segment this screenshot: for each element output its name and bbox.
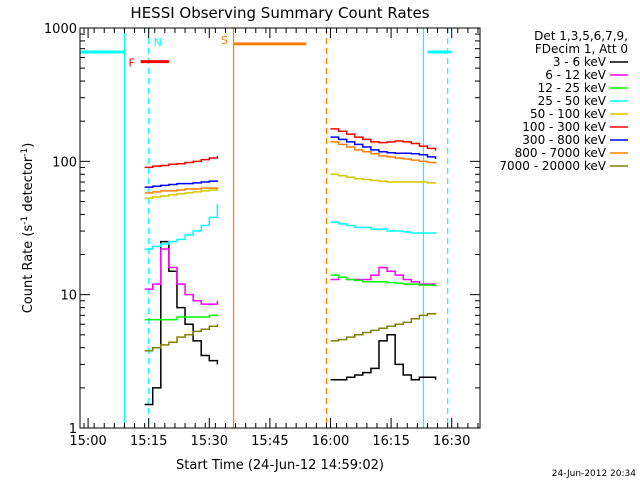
legend-entry-label: 50 - 100 keV [530, 107, 607, 121]
series-line [144, 314, 218, 321]
y-axis-label-exponent: -1 [20, 216, 30, 225]
x-tick-label: 16:30 [433, 434, 470, 449]
series-line [144, 248, 219, 305]
y-axis-label-part: detector [21, 156, 36, 216]
y-tick-label: 1000 [44, 22, 77, 37]
series-line [330, 173, 437, 184]
series-line [330, 312, 437, 342]
y-axis-label-part: Count Rate (s [21, 225, 36, 314]
x-tick-label: 15:00 [69, 434, 106, 449]
legend-entry-label: 300 - 800 keV [522, 133, 606, 147]
x-axis-ticks: 15:00 15:15 15:30 15:45 16:00 16:15 16:30 [69, 28, 479, 449]
series-line [144, 155, 219, 169]
series-line [330, 141, 437, 164]
series-line [330, 136, 437, 160]
series-line [144, 188, 219, 199]
footer-timestamp: 24-Jun-2012 20:34 [552, 469, 636, 479]
series-line [144, 187, 219, 194]
x-tick-label: 16:15 [372, 434, 409, 449]
series-line [330, 221, 437, 235]
x-tick-label: 15:45 [251, 434, 288, 449]
x-axis-label: Start Time (24-Jun-12 14:59:02) [176, 458, 384, 473]
x-tick-label: 15:30 [191, 434, 228, 449]
legend: Det 1,3,5,6,7,9,FDecim 1, Att 03 - 6 keV… [499, 29, 628, 173]
legend-header: Det 1,3,5,6,7,9, [534, 29, 628, 43]
flag-label: S [221, 34, 228, 47]
y-axis-label-exponent: -1 [20, 148, 30, 157]
series-line [330, 128, 437, 151]
y-axis-ticks: 1 10 100 1000 [44, 22, 480, 437]
y-tick-label: 100 [52, 155, 77, 170]
flag-label: N [154, 36, 162, 49]
legend-entry-label: 12 - 25 keV [538, 81, 607, 95]
y-tick-label: 1 [69, 422, 77, 437]
vertical-marker-lines [123, 28, 449, 428]
legend-header: FDecim 1, Att 0 [535, 42, 628, 56]
observing-flags: N F S [80, 34, 452, 70]
series-line [330, 334, 437, 381]
plot-frame [79, 27, 481, 429]
legend-entry-label: 100 - 300 keV [522, 120, 606, 134]
legend-entry-label: 6 - 12 keV [545, 68, 607, 82]
chart-title: HESSI Observing Summary Count Rates [130, 4, 429, 22]
flag-label: F [128, 57, 134, 70]
series-lines [144, 128, 437, 406]
legend-entry-label: 25 - 50 keV [538, 94, 607, 108]
series-line [144, 203, 219, 250]
legend-entry-label: 800 - 7000 keV [515, 146, 607, 160]
y-axis-label-part: ) [21, 143, 36, 148]
series-line [144, 324, 219, 352]
y-axis-label: Count Rate (s-1 detector-1) [20, 143, 36, 314]
series-line [330, 274, 437, 287]
x-tick-label: 15:15 [130, 434, 167, 449]
series-line [144, 240, 219, 406]
x-tick-label: 16:00 [312, 434, 349, 449]
legend-entry-label: 7000 - 20000 keV [499, 159, 606, 173]
series-line [144, 180, 219, 188]
legend-entry-label: 3 - 6 keV [553, 55, 607, 69]
y-tick-label: 10 [60, 289, 77, 304]
